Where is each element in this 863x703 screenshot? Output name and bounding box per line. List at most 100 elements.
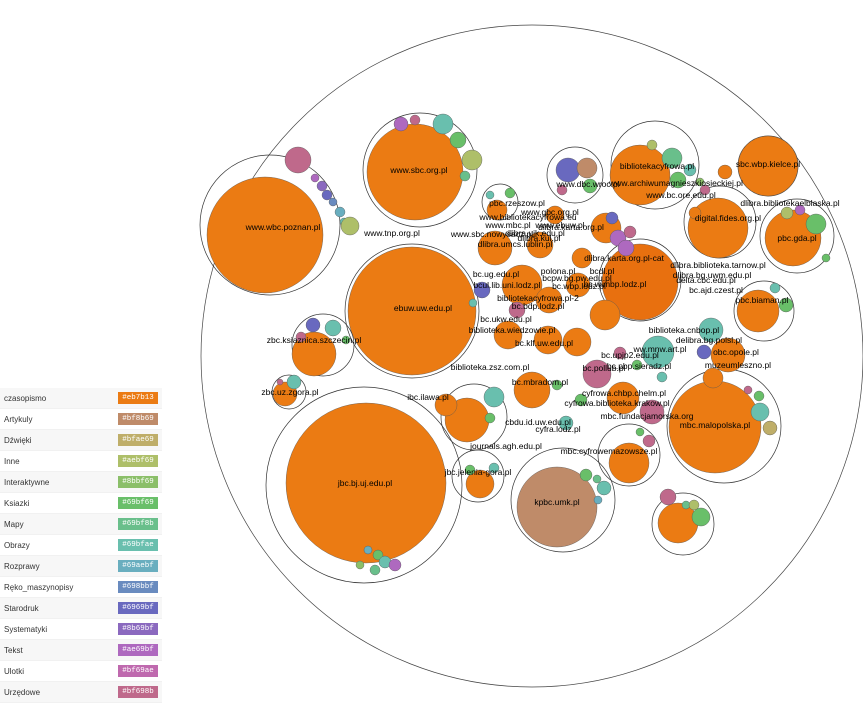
site-bubble[interactable] (562, 327, 592, 357)
legend-item[interactable]: Mapy #69bf8b (0, 514, 162, 535)
type-bubble[interactable] (769, 282, 781, 294)
type-bubble[interactable] (661, 147, 683, 169)
type-bubble[interactable] (642, 434, 656, 448)
site-bubble[interactable] (571, 247, 593, 269)
type-bubble[interactable] (461, 149, 483, 171)
type-bubble[interactable] (805, 213, 827, 235)
group-circle[interactable] (597, 423, 661, 487)
type-bubble[interactable] (284, 146, 312, 174)
type-bubble[interactable] (310, 173, 320, 183)
type-bubble[interactable] (484, 412, 496, 424)
site-bubble[interactable] (623, 225, 637, 239)
type-bubble[interactable] (340, 216, 360, 236)
type-bubble[interactable] (473, 281, 491, 299)
group-circle[interactable] (344, 243, 480, 379)
type-bubble[interactable] (596, 480, 612, 496)
type-bubble[interactable] (635, 427, 645, 437)
site-bubble[interactable] (558, 415, 574, 431)
legend-item[interactable]: Ulotki #bf69ae (0, 661, 162, 682)
type-bubble[interactable] (334, 206, 346, 218)
site-bubble[interactable] (545, 205, 565, 225)
type-bubble[interactable] (372, 549, 384, 561)
site-bubble[interactable] (574, 393, 588, 407)
site-bubble[interactable] (582, 359, 612, 389)
site-bubble[interactable] (710, 337, 746, 373)
type-bubble[interactable] (409, 114, 421, 126)
group-circle[interactable] (546, 146, 604, 204)
legend-item[interactable]: Systematyki #8b69bf (0, 619, 162, 640)
type-bubble[interactable] (328, 197, 338, 207)
legend-item[interactable]: Artykuly #bf8b69 (0, 409, 162, 430)
type-bubble[interactable] (363, 545, 373, 555)
legend-item[interactable]: Tekst #ae69bf (0, 640, 162, 661)
group-circle[interactable] (733, 280, 795, 342)
site-bubble[interactable] (736, 289, 780, 333)
group-circle[interactable] (265, 386, 463, 584)
legend-item[interactable]: Obrazy #69bfae (0, 535, 162, 556)
site-bubble[interactable] (565, 272, 591, 298)
site-bubble[interactable] (551, 379, 563, 391)
type-bubble[interactable] (321, 189, 333, 201)
type-bubble[interactable] (753, 390, 765, 402)
type-bubble[interactable] (341, 335, 351, 345)
type-bubble[interactable] (646, 139, 658, 151)
type-bubble[interactable] (276, 378, 284, 386)
site-bubble[interactable] (631, 359, 643, 371)
site-bubble[interactable] (608, 442, 650, 484)
type-bubble[interactable] (762, 420, 778, 436)
type-bubble[interactable] (459, 170, 471, 182)
type-bubble[interactable] (821, 253, 831, 263)
group-circle[interactable] (291, 313, 355, 377)
legend-item[interactable]: Dźwięki #bfae69 (0, 430, 162, 451)
type-bubble[interactable] (483, 386, 505, 408)
type-bubble[interactable] (778, 297, 794, 313)
type-bubble[interactable] (659, 488, 677, 506)
legend-item[interactable]: czasopismo #eb7b13 (0, 388, 162, 409)
site-bubble[interactable] (698, 317, 724, 343)
type-bubble[interactable] (449, 131, 467, 149)
site-bubble[interactable] (508, 301, 526, 319)
type-bubble[interactable] (488, 462, 500, 474)
site-bubble[interactable] (702, 367, 724, 389)
legend-item[interactable]: Inne #aebf69 (0, 451, 162, 472)
type-bubble[interactable] (699, 184, 711, 196)
site-bubble[interactable] (516, 466, 598, 548)
group-circle[interactable] (610, 120, 700, 210)
site-bubble[interactable] (465, 469, 495, 499)
group-circle[interactable] (362, 112, 478, 228)
site-bubble[interactable] (641, 335, 675, 369)
type-bubble[interactable] (579, 468, 593, 482)
legend-item[interactable]: Starodruk #6969bf (0, 598, 162, 619)
site-bubble[interactable] (606, 381, 640, 415)
type-bubble[interactable] (504, 187, 516, 199)
type-bubble[interactable] (468, 298, 478, 308)
legend-item[interactable]: Ręko_maszynopisy #698bbf (0, 577, 162, 598)
group-circle[interactable] (510, 447, 616, 553)
group-circle[interactable] (271, 374, 307, 410)
type-bubble[interactable] (592, 474, 602, 484)
type-bubble[interactable] (582, 178, 598, 194)
group-circle[interactable] (759, 198, 835, 274)
type-bubble[interactable] (324, 319, 342, 337)
legend-item[interactable]: Rozprawy #69aebf (0, 556, 162, 577)
site-bubble[interactable] (687, 197, 749, 259)
group-circle[interactable] (451, 449, 505, 503)
type-bubble[interactable] (750, 402, 770, 422)
type-bubble[interactable] (393, 116, 409, 132)
site-bubble[interactable] (589, 299, 621, 331)
site-bubble[interactable] (493, 320, 523, 350)
site-bubble[interactable] (688, 206, 702, 220)
legend-item[interactable]: Interaktywne #8bbf69 (0, 472, 162, 493)
site-bubble[interactable] (347, 246, 477, 376)
type-bubble[interactable] (681, 500, 691, 510)
type-bubble[interactable] (717, 164, 733, 180)
legend-item[interactable]: Ksiazki #69bf69 (0, 493, 162, 514)
site-bubble[interactable] (526, 231, 554, 259)
type-bubble[interactable] (485, 190, 495, 200)
site-bubble[interactable] (533, 325, 563, 355)
site-bubble[interactable] (737, 135, 799, 197)
type-bubble[interactable] (743, 385, 753, 395)
site-bubble[interactable] (613, 346, 627, 360)
type-bubble[interactable] (432, 113, 454, 135)
group-circle[interactable] (199, 154, 341, 296)
